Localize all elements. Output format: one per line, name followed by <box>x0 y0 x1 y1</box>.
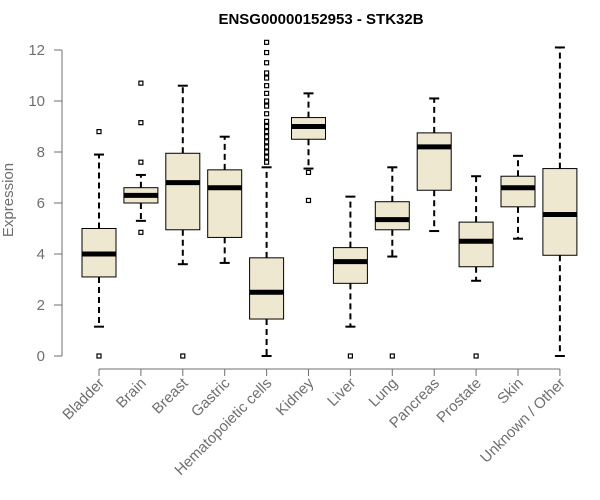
outlier-point <box>264 149 270 155</box>
x-tick-label: Kidney <box>273 374 318 419</box>
x-tick-label: Liver <box>324 375 359 410</box>
outlier-point <box>264 75 270 81</box>
outlier-point <box>305 169 312 175</box>
box-group <box>332 195 368 359</box>
outlier-point <box>264 154 270 160</box>
y-tick-label: 12 <box>28 42 45 59</box>
box-group <box>458 175 494 359</box>
box-iqr <box>416 132 452 191</box>
box-iqr <box>500 175 536 208</box>
y-tick-label: 8 <box>37 144 45 161</box>
outlier-point <box>264 103 270 109</box>
box-group <box>249 39 285 357</box>
outlier-point <box>264 83 270 89</box>
outlier-point <box>96 353 102 359</box>
x-tick-label: Skin <box>494 375 527 408</box>
plot-area <box>81 39 578 359</box>
box-group <box>416 97 452 233</box>
outlier-point <box>138 80 144 86</box>
box-iqr <box>165 152 201 231</box>
outlier-point <box>264 123 270 130</box>
box-iqr <box>374 201 410 231</box>
box-iqr <box>542 168 578 256</box>
outlier-point <box>96 129 102 135</box>
box-iqr <box>332 247 368 284</box>
y-tick-label: 10 <box>28 93 45 110</box>
outlier-point <box>389 353 395 359</box>
outlier-point <box>264 134 270 140</box>
outlier-point <box>473 353 479 359</box>
outlier-point <box>264 139 270 145</box>
x-tick-label: Lung <box>366 375 402 411</box>
box-group <box>123 80 159 235</box>
box-group <box>500 154 536 240</box>
outlier-point <box>264 144 270 150</box>
outlier-point <box>264 159 270 165</box>
outlier-point <box>264 70 270 76</box>
outlier-point <box>138 120 144 126</box>
y-tick-label: 0 <box>37 348 45 365</box>
outlier-point <box>264 39 270 45</box>
box-group <box>165 84 201 359</box>
outlier-point <box>180 353 186 359</box>
outlier-point <box>264 111 270 117</box>
y-axis-label: Expression <box>0 163 17 237</box>
box-iqr <box>207 169 243 238</box>
y-tick-label: 2 <box>37 297 45 314</box>
outlier-point <box>264 90 270 96</box>
y-tick-label: 4 <box>37 246 45 263</box>
box-group <box>207 135 243 264</box>
box-group <box>542 46 578 357</box>
x-tick-label: Prostate <box>433 375 485 427</box>
y-axis: 0 2 4 6 8 10 12 <box>28 42 63 365</box>
box-iqr <box>249 257 285 320</box>
outlier-point <box>138 159 144 165</box>
x-tick-label: Bladder <box>59 375 108 424</box>
outlier-point <box>138 229 144 235</box>
outlier-point <box>347 353 353 359</box>
outlier-point <box>264 49 270 56</box>
box-group <box>81 129 117 359</box>
x-tick-label: Breast <box>149 374 192 417</box>
box-iqr <box>458 221 494 268</box>
outlier-point <box>264 118 270 125</box>
box-group <box>374 166 410 359</box>
y-tick-label: 6 <box>37 195 45 212</box>
box-group <box>291 92 326 204</box>
chart-title: ENSG00000152953 - STK32B <box>218 11 423 28</box>
x-tick-label: Brain <box>113 375 150 412</box>
outlier-point <box>264 98 270 104</box>
outlier-point <box>305 197 312 204</box>
outlier-point <box>264 129 270 135</box>
outlier-point <box>264 60 270 66</box>
